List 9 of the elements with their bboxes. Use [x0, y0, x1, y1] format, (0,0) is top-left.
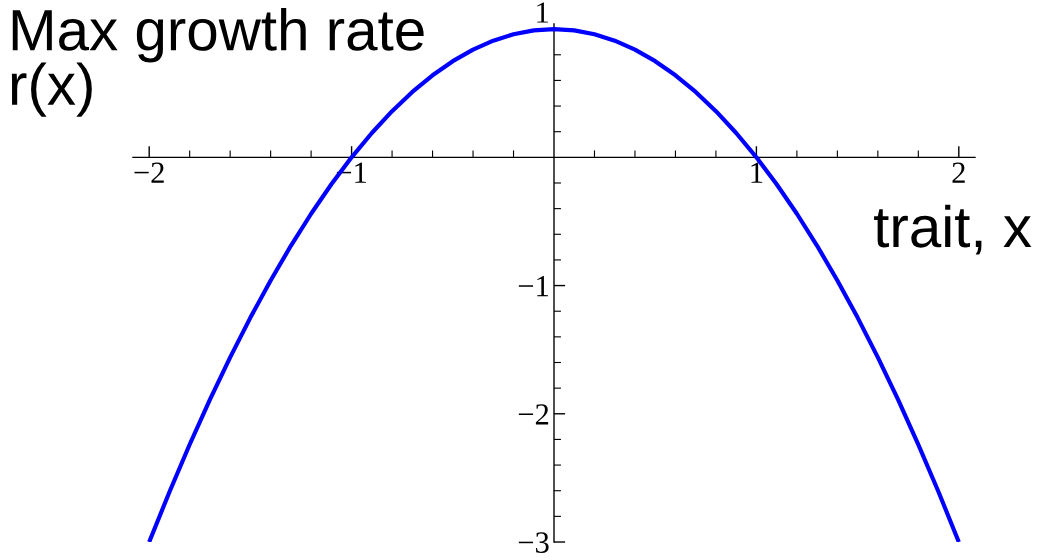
y-axis-title: Max growth rate r(x)	[11, 8, 424, 117]
y-tick-label: −2	[518, 404, 549, 425]
y-tick-label: −1	[518, 275, 548, 297]
y-tick-label: 1	[537, 2, 548, 23]
x-tick-label: −2	[134, 162, 164, 183]
y-tick-label: −3	[518, 532, 549, 553]
x-tick-label: 2	[952, 162, 965, 183]
x-tick-label: 1	[751, 162, 763, 183]
x-axis-title: trait, x	[874, 204, 1032, 255]
